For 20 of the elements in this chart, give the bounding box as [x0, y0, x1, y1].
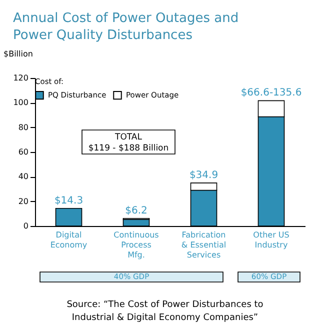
text: Annual Cost of Power Outages and: [13, 11, 239, 26]
total-label: $66.6-135.6: [240, 88, 302, 99]
y-tick-label: 0: [23, 222, 28, 230]
y-tick-label: 60: [18, 148, 28, 156]
total-label: $34.9: [189, 170, 218, 181]
text: Power Quality Disturbances: [13, 28, 192, 43]
x-tick-label: Digital Economy: [50, 230, 88, 250]
x-tick-label: Continuous Process Mfg.: [114, 230, 159, 260]
y-tick-label: 40: [18, 172, 28, 182]
y-tick-label: 20: [18, 196, 28, 206]
y-tick-label: 100: [13, 98, 28, 108]
total-label: $6.2: [125, 205, 148, 216]
annotation: TOTAL $119 - $188 Billion: [88, 132, 169, 154]
total-label: $14.3: [54, 195, 84, 206]
y-tick-label: 120: [13, 74, 28, 82]
y-axis-title: $Billion: [4, 50, 33, 58]
x-tick-label: Other US Industry: [253, 230, 290, 250]
source-note: Source: “The Cost of Power Disturbances to Industrial & Digital Economy Companies”: [66, 300, 264, 323]
x-tick-label: Fabrication & Essential Services: [181, 230, 226, 260]
y-tick-label: 80: [18, 122, 28, 132]
